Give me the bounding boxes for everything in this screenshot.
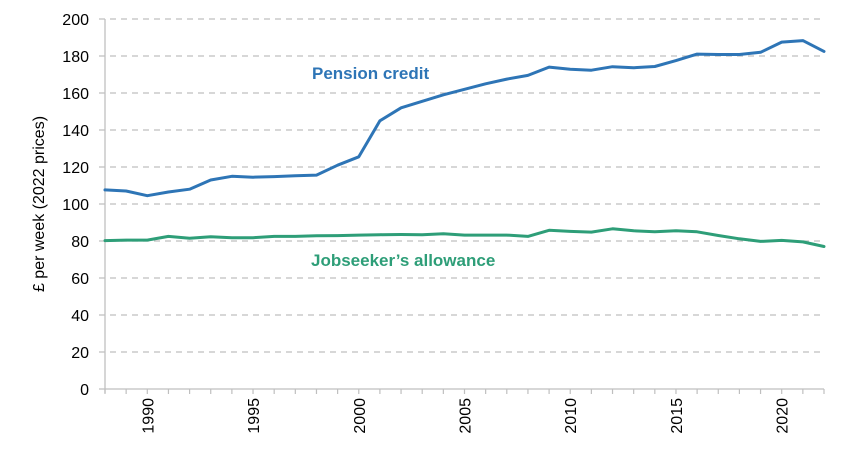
y-tick-label: 180: [62, 49, 89, 66]
x-tick-label: 2020: [775, 398, 792, 434]
y-tick-label: 80: [71, 234, 89, 251]
x-tick-label: 1990: [140, 398, 157, 434]
y-axis-ticks: 0 20 40 60 80 100 120 140 160 180 200: [62, 12, 89, 399]
x-axis: 1990 1995 2000 2005 2010 2015 2020: [99, 388, 825, 434]
y-tick-label: 160: [62, 86, 89, 103]
y-tick-label: 100: [62, 197, 89, 214]
jobseekers-allowance-label: Jobseeker’s allowance: [311, 251, 495, 270]
x-tick-label: 2005: [458, 398, 475, 434]
y-tick-label: 20: [71, 345, 89, 362]
pension-credit-line: [103, 39, 826, 198]
x-tick-label: 2000: [352, 398, 369, 434]
y-tick-label: 200: [62, 12, 89, 29]
y-tick-label: 60: [71, 271, 89, 288]
y-axis-title: £ per week (2022 prices): [31, 116, 48, 292]
jobseekers-allowance-line: [103, 227, 826, 248]
y-tick-label: 140: [62, 123, 89, 140]
x-tick-label: 2015: [669, 398, 686, 434]
y-tick-label: 0: [80, 382, 89, 399]
y-tick-label: 40: [71, 308, 89, 325]
y-tick-label: 120: [62, 160, 89, 177]
gridlines: [99, 18, 824, 353]
pension-credit-label: Pension credit: [312, 64, 429, 83]
x-tick-label: 1995: [246, 398, 263, 434]
series-lines: [103, 39, 826, 248]
x-tick-label: 2010: [563, 398, 580, 434]
